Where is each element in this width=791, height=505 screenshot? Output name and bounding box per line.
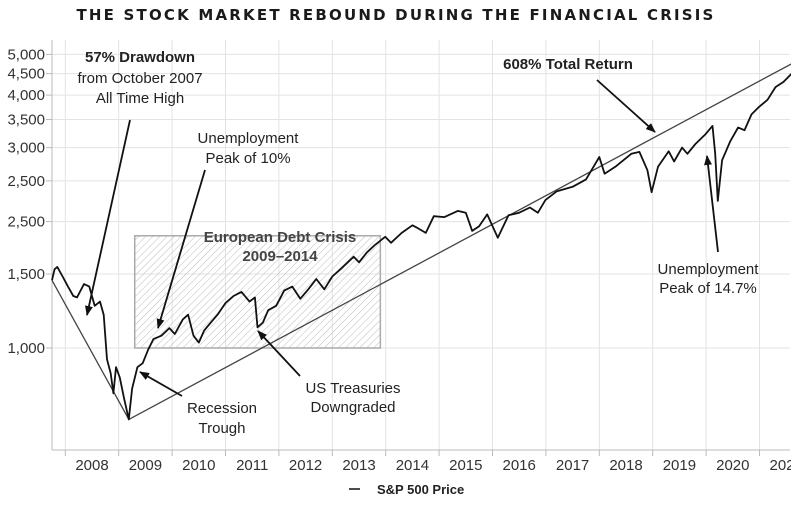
svg-text:All Time High: All Time High	[96, 90, 184, 107]
annotation-treasuries-downgraded: US Treasuries Downgraded	[257, 330, 401, 416]
arrow-icon	[156, 169, 206, 329]
trend-line	[128, 63, 791, 420]
shaded-region-sublabel: 2009–2014	[242, 248, 318, 265]
arrow-icon	[139, 371, 183, 397]
svg-text:Peak of 14.7%: Peak of 14.7%	[659, 280, 757, 297]
y-tick-label: 2,500	[7, 214, 45, 231]
svg-text:US Treasuries: US Treasuries	[305, 380, 400, 397]
y-tick-label: 5,000	[7, 46, 45, 63]
arrow-icon	[596, 79, 656, 133]
arrow-icon	[257, 330, 301, 377]
y-tick-label: 1,000	[7, 340, 45, 357]
x-tick-label: 2014	[396, 457, 429, 474]
annotation-recession-trough: Recession Trough	[139, 371, 257, 437]
svg-text:Recession: Recession	[187, 400, 257, 417]
svg-text:Trough: Trough	[199, 420, 246, 437]
annotation-drawdown: 57% Drawdown from October 2007 All Time …	[77, 49, 203, 316]
shaded-region-european-debt-crisis: European Debt Crisis 2009–2014	[133, 229, 382, 349]
y-tick-labels: 1,000 1,500 2,500 2,500 3,000 3,500 4,000 4,500…	[7, 46, 52, 357]
y-tick-label: 4,000	[7, 87, 45, 104]
x-tick-label: 2012	[289, 457, 322, 474]
svg-text:Unemployment: Unemployment	[198, 130, 300, 147]
y-tick-label: 3,500	[7, 111, 45, 128]
y-tick-label: 2,500	[7, 173, 45, 190]
x-tick-label: 2011	[236, 457, 268, 474]
svg-text:from October 2007: from October 2007	[77, 70, 202, 87]
y-tick-label: 1,500	[7, 266, 45, 283]
annotation-unemployment-10: Unemployment Peak of 10%	[156, 130, 300, 329]
x-tick-label: 2019	[663, 457, 696, 474]
trend-line	[51, 279, 130, 420]
legend: S&P 500 Price	[349, 482, 464, 497]
x-tick-label: 2021	[770, 457, 791, 474]
arrow-icon	[704, 155, 719, 253]
legend-label: S&P 500 Price	[377, 482, 464, 497]
x-tick-label: 2015	[449, 457, 482, 474]
chart-title: THE STOCK MARKET REBOUND DURING THE FINA…	[76, 6, 715, 24]
x-tick-label: 2010	[182, 457, 215, 474]
x-tick-label: 2008	[75, 457, 108, 474]
sp500-price-line	[51, 73, 791, 421]
svg-text:Unemployment: Unemployment	[658, 261, 760, 278]
svg-text:57% Drawdown: 57% Drawdown	[85, 49, 195, 66]
annotation-unemployment-14-7: Unemployment Peak of 14.7%	[658, 155, 760, 297]
x-tick-label: 2017	[556, 457, 589, 474]
x-tick-label: 2016	[503, 457, 536, 474]
shaded-region-label: European Debt Crisis	[204, 229, 357, 246]
x-tick-label: 2009	[129, 457, 162, 474]
annotation-total-return: 608% Total Return	[503, 56, 656, 133]
x-tick-label: 2013	[342, 457, 375, 474]
x-tick-labels: 2008 2009 2010 2011 2012 2013 2014 2015 2016 2017…	[64, 450, 791, 474]
arrow-icon	[85, 119, 131, 316]
x-tick-label: 2018	[609, 457, 642, 474]
x-tick-label: 2020	[716, 457, 749, 474]
svg-text:Downgraded: Downgraded	[310, 399, 395, 416]
y-tick-label: 3,000	[7, 140, 45, 157]
y-tick-label: 4,500	[7, 66, 45, 83]
svg-text:608% Total Return: 608% Total Return	[503, 56, 633, 73]
trend-lines	[51, 63, 791, 420]
svg-text:Peak of 10%: Peak of 10%	[205, 150, 290, 167]
